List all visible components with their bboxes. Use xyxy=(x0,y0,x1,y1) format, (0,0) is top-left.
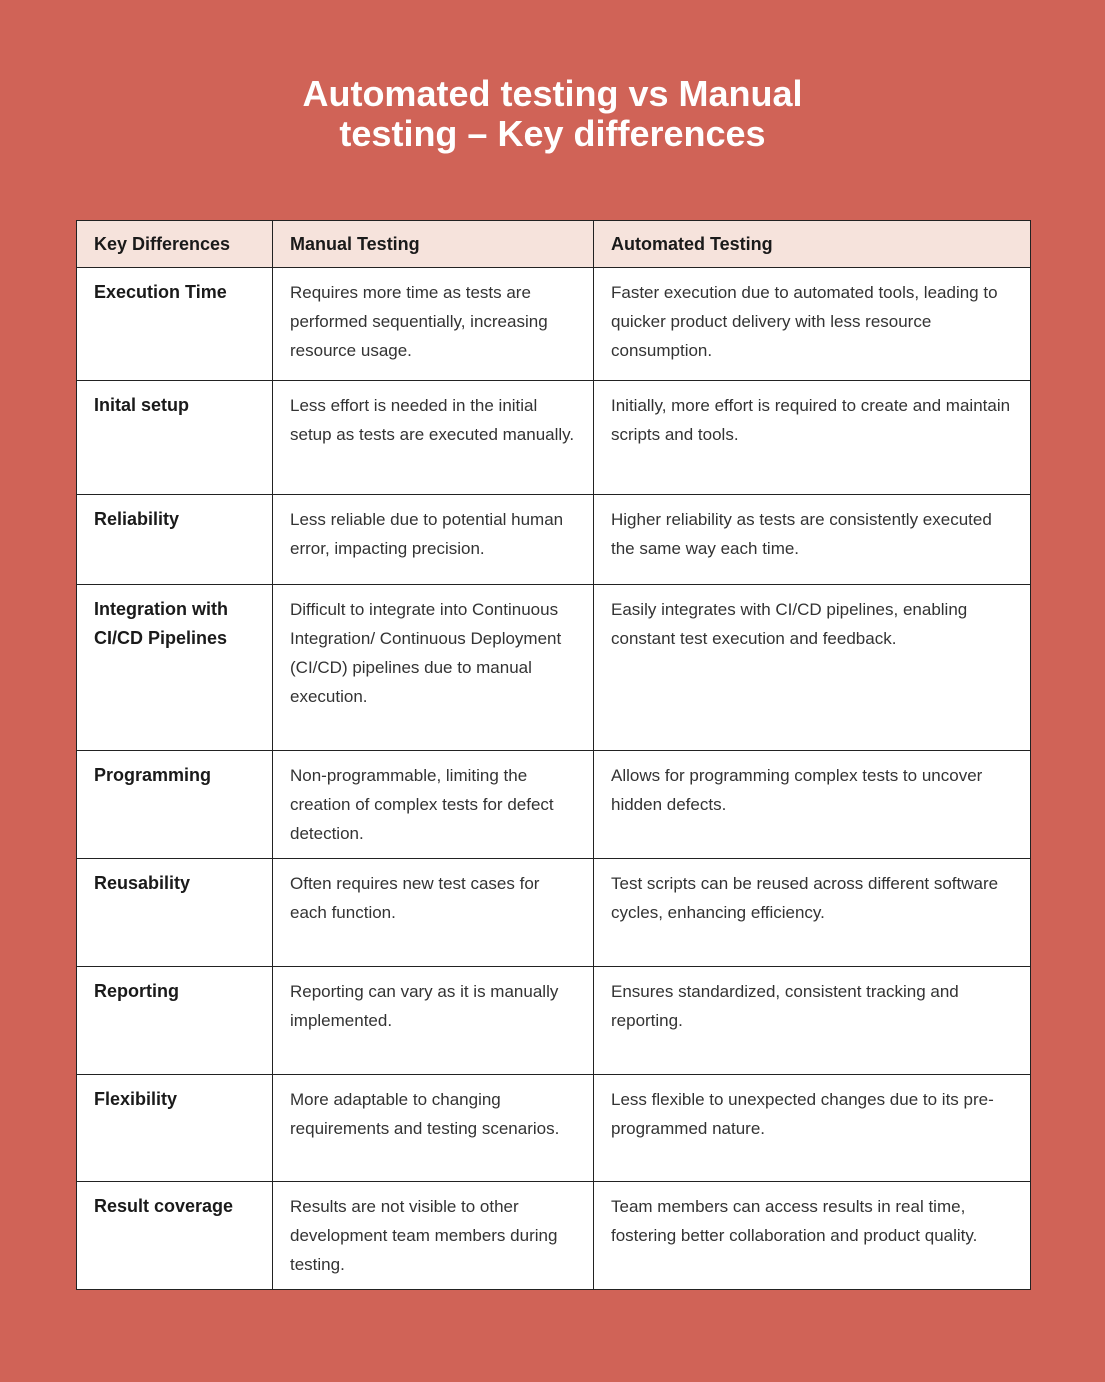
automated-cell: Ensures standardized, consistent trackin… xyxy=(593,966,1031,1075)
table-row: Execution Time Requires more time as test… xyxy=(76,267,1031,381)
automated-cell: Easily integrates with CI/CD pipelines, … xyxy=(593,584,1031,751)
table-row: Reusability Often requires new test cases… xyxy=(76,858,1031,967)
header-manual-testing: Manual Testing xyxy=(272,220,594,268)
title-line-2: testing – Key differences xyxy=(339,113,766,154)
manual-cell: Often requires new test cases for each f… xyxy=(272,858,594,967)
table-row: Programming Non-programmable, limiting th… xyxy=(76,750,1031,859)
manual-cell: Requires more time as tests are performe… xyxy=(272,267,594,381)
row-key-cell: Flexibility xyxy=(76,1074,273,1182)
page-title: Automated testing vs Manual testing – Ke… xyxy=(0,74,1105,154)
manual-cell: Less reliable due to potential human err… xyxy=(272,494,594,585)
automated-cell: Team members can access results in real … xyxy=(593,1181,1031,1290)
row-key-cell: Integration with CI/CD Pipelines xyxy=(76,584,273,751)
manual-cell: Reporting can vary as it is manually imp… xyxy=(272,966,594,1075)
row-key-cell: Result coverage xyxy=(76,1181,273,1290)
header-automated-testing: Automated Testing xyxy=(593,220,1031,268)
table-row: Integration with CI/CD Pipelines Difficul… xyxy=(76,584,1031,751)
row-key-cell: Inital setup xyxy=(76,380,273,495)
automated-cell: Faster execution due to automated tools,… xyxy=(593,267,1031,381)
automated-cell: Test scripts can be reused across differ… xyxy=(593,858,1031,967)
row-key-cell: Execution Time xyxy=(76,267,273,381)
automated-cell: Initially, more effort is required to cr… xyxy=(593,380,1031,495)
table-row: Reporting Reporting can vary as it is man… xyxy=(76,966,1031,1075)
table-row: Result coverage Results are not visible t… xyxy=(76,1181,1031,1290)
manual-cell: Difficult to integrate into Continuous I… xyxy=(272,584,594,751)
manual-cell: Less effort is needed in the initial set… xyxy=(272,380,594,495)
row-key-cell: Reusability xyxy=(76,858,273,967)
automated-cell: Allows for programming complex tests to … xyxy=(593,750,1031,859)
title-line-1: Automated testing vs Manual xyxy=(302,73,803,114)
comparison-table: Key Differences Manual Testing Automated… xyxy=(76,220,1031,1290)
table-row: Inital setup Less effort is needed in the… xyxy=(76,380,1031,495)
manual-cell: More adaptable to changing requirements … xyxy=(272,1074,594,1182)
header-key-differences: Key Differences xyxy=(76,220,273,268)
table-row: Reliability Less reliable due to potentia… xyxy=(76,494,1031,585)
automated-cell: Higher reliability as tests are consiste… xyxy=(593,494,1031,585)
manual-cell: Results are not visible to other develop… xyxy=(272,1181,594,1290)
manual-cell: Non-programmable, limiting the creation … xyxy=(272,750,594,859)
automated-cell: Less flexible to unexpected changes due … xyxy=(593,1074,1031,1182)
table-row: Flexibility More adaptable to changing re… xyxy=(76,1074,1031,1182)
row-key-cell: Reliability xyxy=(76,494,273,585)
row-key-cell: Programming xyxy=(76,750,273,859)
header-row: Key Differences Manual Testing Automated… xyxy=(76,220,1031,268)
row-key-cell: Reporting xyxy=(76,966,273,1075)
